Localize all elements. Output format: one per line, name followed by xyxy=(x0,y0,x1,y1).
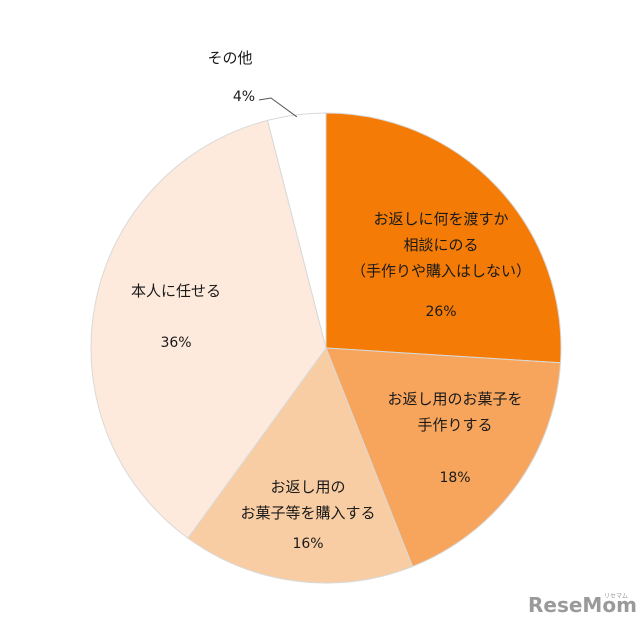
watermark-small: リセマム xyxy=(604,593,628,600)
slice-label-purchase: お菓子等を購入する xyxy=(240,504,375,522)
slice-label-leave-to-child: 本人に任せる xyxy=(131,282,221,300)
pie-slice-homemade xyxy=(325,347,562,568)
slice-value-ask-advice: 26% xyxy=(425,304,456,320)
slice-label-ask-advice: （手作りや購入はしない） xyxy=(351,262,531,280)
slice-value-homemade: 18% xyxy=(439,470,470,486)
pie-slice-ask-advice xyxy=(325,112,562,364)
slice-label-homemade: お返し用のお菓子を xyxy=(387,390,522,408)
slice-label-ask-advice: 相談にのる xyxy=(403,236,478,254)
watermark-logo: ReseMom xyxy=(528,593,637,617)
pie-slice-other xyxy=(266,112,327,349)
leader-line-other xyxy=(258,97,298,118)
watermark: ReseMom リセマム xyxy=(528,593,637,617)
slice-value-other: 4% xyxy=(233,89,255,105)
slice-label-other: その他 xyxy=(207,49,252,67)
slice-label-purchase: お返し用の xyxy=(270,478,345,496)
slice-label-homemade: 手作りする xyxy=(417,416,492,434)
pie-slice-purchase xyxy=(187,346,414,584)
slice-value-purchase: 16% xyxy=(292,536,323,552)
slice-value-leave-to-child: 36% xyxy=(160,335,191,351)
pie-slice-leave-to-child xyxy=(90,119,327,539)
slice-label-ask-advice: お返しに何を渡すか xyxy=(373,210,508,228)
